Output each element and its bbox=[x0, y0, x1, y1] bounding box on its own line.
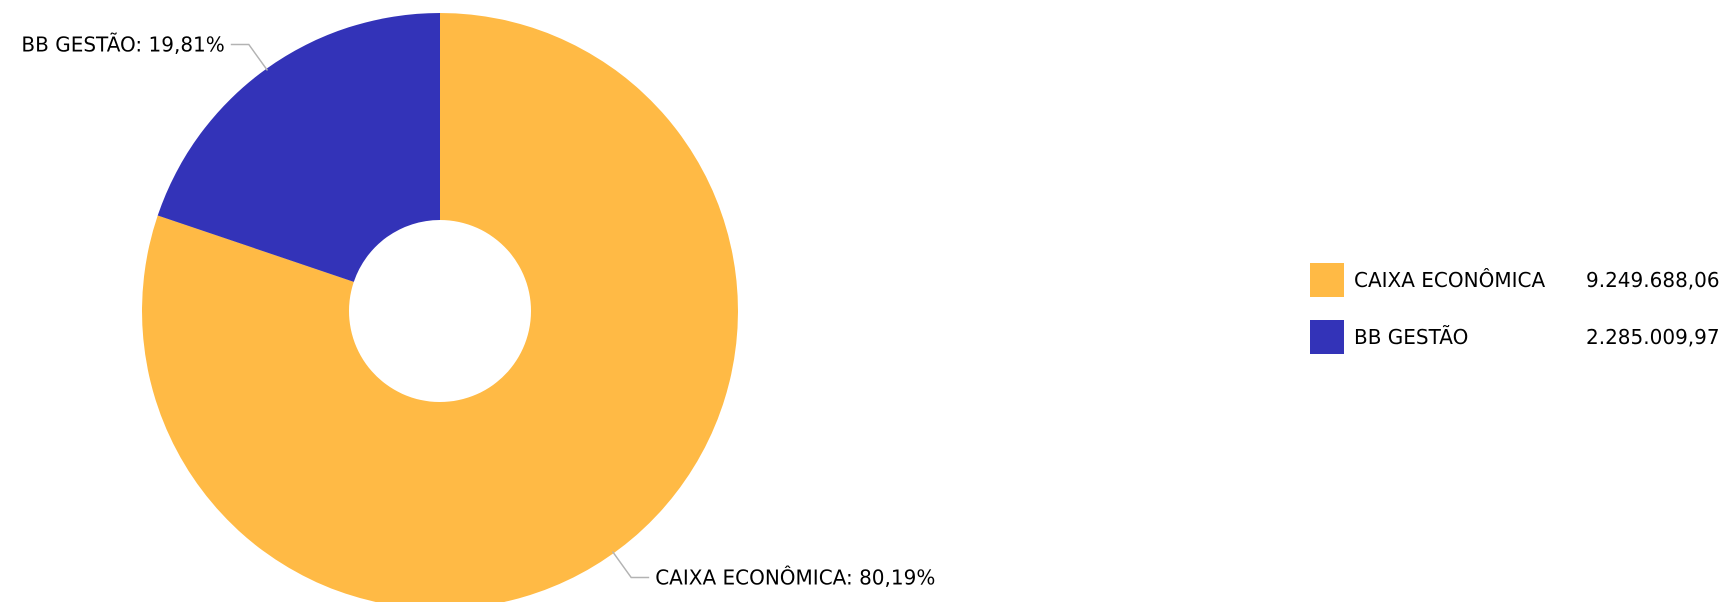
slice-label-bb-gestao: BB GESTÃO: 19,81% bbox=[21, 32, 224, 56]
legend-value-caixa-economica: 9.249.688,06 bbox=[1586, 268, 1719, 292]
leader-line-caixa-economica bbox=[611, 551, 650, 579]
legend-swatch-caixa-economica bbox=[1310, 263, 1344, 297]
slice-caixa-economica[interactable] bbox=[142, 13, 738, 602]
slice-labels: CAIXA ECONÔMICA: 80,19% BB GESTÃO: 19,81% bbox=[21, 32, 935, 589]
leader-lines bbox=[230, 43, 650, 579]
legend-item-bb-gestao[interactable]: BB GESTÃO 2.285.009,97 bbox=[1310, 320, 1719, 354]
legend-label-caixa-economica: CAIXA ECONÔMICA bbox=[1354, 268, 1546, 292]
leader-line-bb-gestao bbox=[230, 43, 269, 71]
legend-value-bb-gestao: 2.285.009,97 bbox=[1586, 325, 1719, 349]
legend-label-bb-gestao: BB GESTÃO bbox=[1354, 325, 1469, 349]
legend: CAIXA ECONÔMICA 9.249.688,06 BB GESTÃO 2… bbox=[1310, 263, 1719, 377]
donut-slices bbox=[142, 13, 738, 602]
slice-label-caixa-economica: CAIXA ECONÔMICA: 80,19% bbox=[655, 566, 935, 590]
slice-bb-gestao[interactable] bbox=[157, 13, 440, 282]
legend-swatch-bb-gestao bbox=[1310, 320, 1344, 354]
legend-item-caixa-economica[interactable]: CAIXA ECONÔMICA 9.249.688,06 bbox=[1310, 263, 1719, 297]
